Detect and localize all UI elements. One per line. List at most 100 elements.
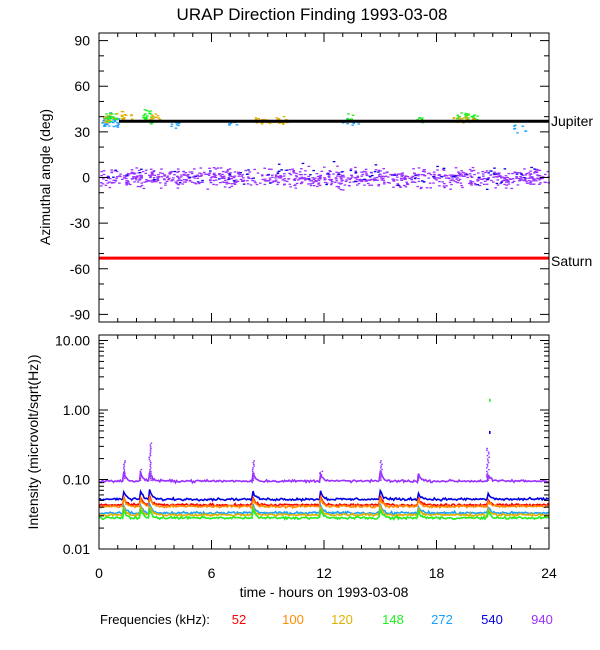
- data-point: [377, 183, 381, 186]
- data-point: [161, 172, 164, 175]
- data-point: [519, 176, 522, 178]
- data-point: [329, 179, 333, 182]
- data-point: [298, 173, 302, 176]
- data-point: [289, 186, 292, 188]
- data-point: [291, 168, 294, 170]
- data-point: [209, 180, 212, 182]
- data-point: [175, 124, 179, 126]
- data-point: [486, 179, 489, 181]
- data-point: [323, 166, 326, 168]
- data-point: [534, 168, 538, 171]
- burst-dot: [140, 474, 142, 476]
- data-point: [277, 170, 281, 172]
- data-point: [361, 171, 365, 173]
- burst-dot: [123, 467, 125, 469]
- data-point: [183, 181, 186, 183]
- data-point: [149, 175, 152, 178]
- data-point: [532, 178, 535, 180]
- x-tick-label: 24: [541, 565, 557, 581]
- data-point: [110, 171, 114, 173]
- data-point: [255, 122, 259, 124]
- data-point: [422, 169, 426, 171]
- data-point: [234, 179, 238, 181]
- data-point: [184, 181, 188, 183]
- data-point: [130, 114, 133, 117]
- data-point: [156, 176, 159, 178]
- data-point: [270, 168, 273, 170]
- y-tick-label: 60: [74, 78, 90, 94]
- data-point: [236, 172, 240, 175]
- data-point: [456, 174, 459, 177]
- data-point: [401, 174, 405, 176]
- data-point: [182, 173, 186, 175]
- data-point: [496, 176, 499, 178]
- data-point: [527, 172, 531, 174]
- data-point: [347, 113, 350, 115]
- x-tick-label: 12: [316, 565, 332, 581]
- intensity-ylabel: Intensity (microvolt/sqrt(Hz)): [25, 354, 41, 529]
- burst-dot: [488, 456, 490, 458]
- data-point: [483, 183, 486, 185]
- data-point: [214, 174, 217, 177]
- data-point: [413, 181, 417, 183]
- data-point: [186, 175, 189, 177]
- data-point: [392, 179, 395, 181]
- data-point: [463, 113, 467, 115]
- burst-dot: [141, 476, 144, 478]
- data-point: [177, 184, 180, 186]
- data-point: [123, 177, 126, 179]
- data-point: [473, 173, 476, 176]
- burst-dot: [417, 474, 419, 476]
- data-point: [444, 174, 447, 176]
- data-point: [106, 182, 110, 184]
- data-point: [274, 177, 277, 179]
- data-point: [470, 184, 473, 186]
- data-point: [416, 185, 419, 188]
- data-point: [298, 171, 302, 173]
- ref-label-saturn: Saturn: [551, 253, 592, 269]
- data-point: [112, 179, 116, 181]
- data-point: [460, 184, 463, 187]
- data-point: [295, 176, 299, 178]
- data-point: [233, 171, 237, 173]
- data-point: [447, 177, 450, 179]
- data-point: [225, 183, 229, 185]
- data-point: [297, 179, 300, 181]
- data-point: [515, 175, 518, 178]
- data-point: [105, 179, 108, 182]
- data-point: [421, 170, 425, 172]
- data-point: [486, 178, 489, 180]
- data-point: [158, 182, 162, 184]
- data-point: [377, 185, 380, 187]
- data-point: [133, 181, 136, 183]
- data-point: [288, 183, 292, 185]
- data-point: [298, 177, 301, 179]
- data-point: [503, 168, 507, 170]
- data-point: [433, 177, 437, 179]
- data-point: [494, 173, 498, 175]
- data-point: [516, 132, 519, 134]
- data-point: [312, 181, 316, 183]
- burst-dot: [139, 479, 142, 481]
- data-point: [536, 177, 539, 179]
- data-point: [121, 115, 124, 117]
- y-tick-label: 0.01: [63, 541, 90, 557]
- data-point: [107, 176, 110, 178]
- data-point: [188, 179, 192, 182]
- data-point: [247, 177, 251, 179]
- data-point: [337, 172, 341, 174]
- data-point: [163, 179, 166, 181]
- data-point: [108, 117, 111, 119]
- data-point: [320, 170, 324, 172]
- data-point: [157, 176, 161, 178]
- data-point: [165, 176, 169, 179]
- frequency-legend: Frequencies (kHz): 52 100 120 148 272 540 940: [100, 612, 553, 627]
- data-point: [228, 173, 232, 175]
- data-point: [496, 184, 500, 186]
- data-point: [379, 170, 382, 172]
- series-148-khz: [98, 506, 550, 521]
- data-point: [454, 167, 458, 169]
- data-point: [208, 172, 212, 174]
- data-point: [152, 177, 156, 179]
- data-point: [474, 184, 477, 186]
